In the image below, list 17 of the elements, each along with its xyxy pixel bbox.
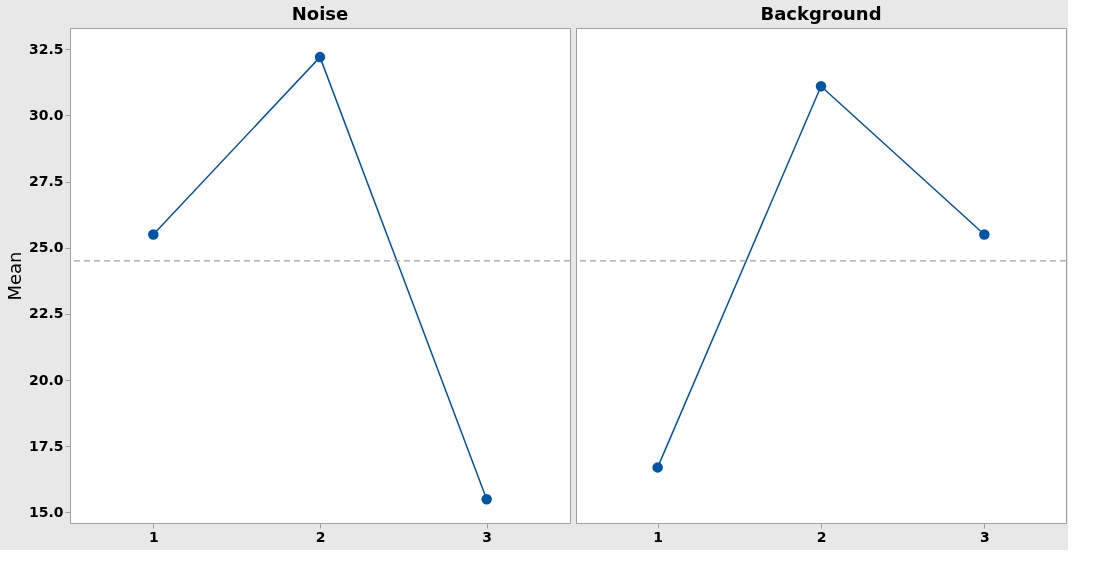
x-tick-label: 3 (979, 528, 990, 545)
y-tick-label: 27.5 (28, 173, 64, 190)
y-tick-label: 20.0 (28, 371, 64, 388)
y-tick-label: 17.5 (28, 437, 64, 454)
y-axis-title: Mean (3, 251, 25, 301)
x-tick-label: 2 (816, 528, 827, 545)
y-tick-label: 30.0 (28, 106, 64, 123)
y-tick-label: 32.5 (28, 40, 64, 57)
x-tick-label: 3 (482, 528, 493, 545)
x-tick-label: 1 (653, 528, 664, 545)
x-tick-label: 2 (315, 528, 326, 545)
y-tick-label: 15.0 (28, 503, 64, 520)
y-tick-label: 25.0 (28, 239, 64, 256)
chart-title: Background (760, 3, 882, 24)
y-tick-label: 22.5 (28, 305, 64, 322)
x-tick-label: 1 (148, 528, 159, 545)
chart-title: Noise (291, 3, 349, 24)
